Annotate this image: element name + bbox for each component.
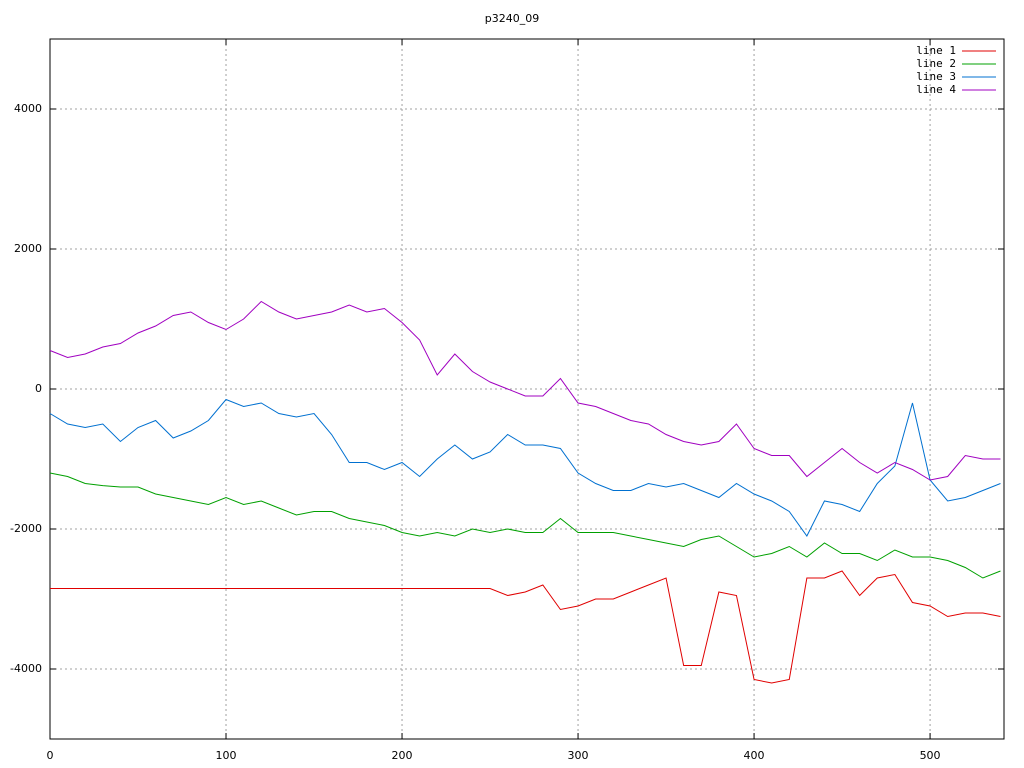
y-tick-label: 2000	[14, 242, 42, 255]
x-tick-label: 300	[568, 749, 589, 762]
series-line	[49, 398, 1001, 537]
y-tick-label: 0	[35, 382, 42, 395]
legend-label: line 2	[916, 57, 956, 70]
y-tick-label: -4000	[10, 662, 42, 675]
x-tick-label: 400	[744, 749, 765, 762]
x-tick-label: 0	[47, 749, 54, 762]
legend-label: line 1	[916, 44, 956, 57]
x-tick-label: 100	[216, 749, 237, 762]
x-tick-label: 500	[920, 749, 941, 762]
series-line	[49, 300, 1001, 481]
legend-label: line 4	[916, 83, 956, 96]
y-tick-label: 4000	[14, 102, 42, 115]
chart-title: p3240_09	[485, 12, 539, 25]
y-tick-label: -2000	[10, 522, 42, 535]
x-tick-label: 200	[392, 749, 413, 762]
legend-label: line 3	[916, 70, 956, 83]
plot-frame	[49, 38, 1005, 740]
series-line	[50, 570, 1001, 684]
series-line	[49, 472, 1001, 579]
